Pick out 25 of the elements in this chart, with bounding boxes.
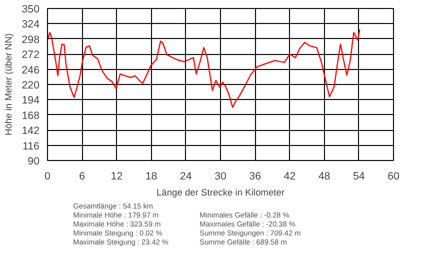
y-tick-label: 220 — [22, 80, 40, 92]
x-tick-label: 36 — [249, 170, 262, 182]
x-tick-label: 42 — [284, 170, 296, 182]
line-series — [48, 28, 360, 108]
x-tick-label: 48 — [318, 170, 330, 182]
y-tick-label: 246 — [22, 64, 40, 76]
x-tick-label: 60 — [388, 170, 400, 182]
y-tick-label: 90 — [28, 156, 40, 168]
x-tick-label: 6 — [79, 170, 86, 182]
x-tick-label: 24 — [180, 170, 192, 182]
x-tick-label: 18 — [145, 170, 158, 182]
x-tick-label: 0 — [44, 170, 51, 182]
x-axis-title: Länge der Strecke in Kilometer — [156, 188, 285, 198]
y-axis-title: Höhe in Meter (über NN) — [4, 33, 14, 136]
y-tick-label: 116 — [22, 140, 40, 152]
y-tick-label: 324 — [22, 18, 40, 31]
y-tick-label: 350 — [22, 4, 40, 16]
y-tick-label: 194 — [22, 94, 40, 107]
x-tick-label: 12 — [110, 170, 123, 182]
x-tick-label: 30 — [214, 170, 226, 182]
y-tick-label: 142 — [22, 125, 40, 138]
x-tick-label: 54 — [352, 170, 365, 182]
y-tick-label: 168 — [22, 110, 40, 122]
y-tick-label: 272 — [22, 49, 40, 62]
y-tick-label: 298 — [22, 34, 40, 46]
